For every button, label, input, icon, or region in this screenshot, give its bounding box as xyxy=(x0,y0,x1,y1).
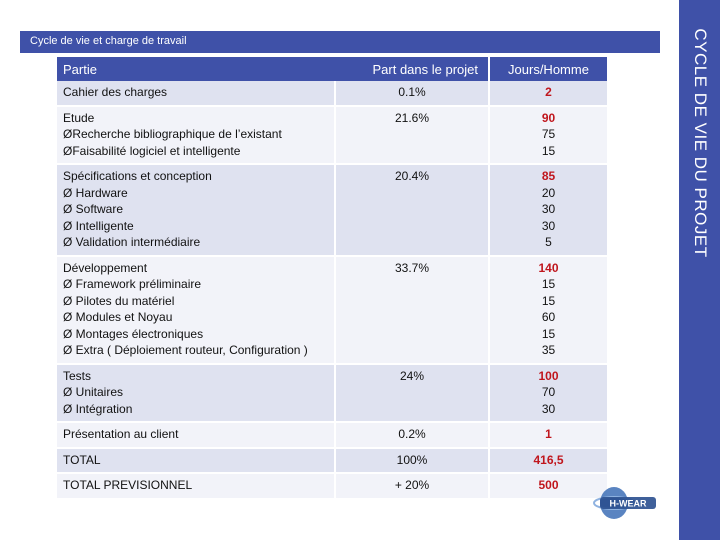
cell-part: 33.7% xyxy=(334,254,489,364)
row-title: Tests xyxy=(63,368,92,383)
cell-partie: Développement Ø Framework préliminaire Ø P… xyxy=(57,254,335,364)
jours-detail: 70 xyxy=(541,385,556,399)
jours-total: 500 xyxy=(538,478,559,492)
table-row: Développement Ø Framework préliminaire Ø P… xyxy=(57,254,607,364)
cell-partie: Présentation au client xyxy=(57,421,335,448)
jours-detail: 15 xyxy=(541,293,556,308)
cell-part: 100% xyxy=(334,446,489,473)
logo-text: H-WEAR xyxy=(610,499,647,509)
row-subitem: ØFaisabilité logiciel et intelligente xyxy=(63,143,241,158)
side-title: CYCLE DE VIE DU PROJET xyxy=(691,28,710,258)
row-subitem: ØRecherche bibliographique de l’existant xyxy=(63,127,282,141)
table-row: TOTAL 100% 416,5 xyxy=(57,446,607,473)
row-subitem: Ø Unitaires xyxy=(63,385,124,399)
jours-total: 85 xyxy=(541,169,556,183)
table-row: TOTAL PREVISIONNEL + 20% 500 xyxy=(57,472,607,498)
cell-part: 20.4% xyxy=(334,163,489,256)
jours-total: 1 xyxy=(545,427,552,441)
cell-jours: 500 xyxy=(488,472,607,498)
row-subitem: Ø Intégration xyxy=(63,401,133,416)
row-title: Etude xyxy=(63,110,95,125)
cell-partie: TOTAL PREVISIONNEL xyxy=(57,472,335,498)
logo-banner xyxy=(600,497,656,509)
table-body: Cahier des charges 0.1% 2 Etude ØRecherche b… xyxy=(57,81,607,498)
row-subitem: Ø Pilotes du matériel xyxy=(63,293,175,308)
row-subitem: Ø Framework préliminaire xyxy=(63,277,202,291)
jours-detail: 15 xyxy=(541,277,556,291)
workload-table: Partie Part dans le projet Jours/Homme C… xyxy=(57,57,607,498)
table-row: Spécifications et conception Ø Hardware Ø … xyxy=(57,163,607,256)
cell-jours: 90 75 15 xyxy=(488,104,607,164)
jours-total: 140 xyxy=(538,260,559,275)
row-subitem: Ø Extra ( Déploiement routeur, Configura… xyxy=(63,343,308,357)
jours-detail: 5 xyxy=(545,235,552,249)
cell-partie: Spécifications et conception Ø Hardware Ø … xyxy=(57,163,335,256)
table-row: Cahier des charges 0.1% 2 xyxy=(57,81,607,106)
row-title: Spécifications et conception xyxy=(63,169,212,183)
jours-detail: 75 xyxy=(541,127,556,141)
cell-jours: 1 xyxy=(488,421,607,448)
jours-detail: 30 xyxy=(541,401,556,416)
jours-detail: 30 xyxy=(541,218,556,233)
cell-jours: 416,5 xyxy=(488,446,607,473)
jours-detail: 30 xyxy=(541,202,556,216)
table-row: Etude ØRecherche bibliographique de l’exi… xyxy=(57,104,607,164)
column-header-part: Part dans le projet xyxy=(335,57,489,81)
jours-detail: 35 xyxy=(541,343,556,357)
row-subitem: Ø Software xyxy=(63,202,124,216)
jours-detail: 20 xyxy=(541,185,556,200)
row-title: Développement xyxy=(63,260,148,275)
jours-total: 2 xyxy=(545,85,552,99)
header-bar: Cycle de vie et charge de travail xyxy=(20,31,660,53)
h-wear-logo: H-WEAR xyxy=(593,487,656,519)
cell-partie: Etude ØRecherche bibliographique de l’exi… xyxy=(57,104,335,164)
cell-part: 0.1% xyxy=(334,81,489,106)
jours-detail: 15 xyxy=(541,143,556,158)
side-title-strip xyxy=(679,0,720,540)
row-subitem: Ø Montages électroniques xyxy=(63,326,204,341)
column-header-partie: Partie xyxy=(57,57,335,81)
cell-partie: Tests Ø Unitaires Ø Intégration xyxy=(57,362,335,422)
cell-part: 24% xyxy=(334,362,489,422)
jours-detail: 15 xyxy=(541,326,556,341)
row-title: Cahier des charges xyxy=(63,85,168,99)
jours-detail: 60 xyxy=(541,310,556,324)
cell-part: + 20% xyxy=(334,472,489,498)
row-title: Présentation au client xyxy=(63,427,179,441)
row-subitem: Ø Modules et Noyau xyxy=(63,310,173,324)
jours-total: 416,5 xyxy=(533,452,564,467)
cell-partie: TOTAL xyxy=(57,446,335,473)
column-header-jours: Jours/Homme xyxy=(488,57,607,81)
cell-jours: 2 xyxy=(488,81,607,106)
table-row: Présentation au client 0.2% 1 xyxy=(57,421,607,448)
table-row: Tests Ø Unitaires Ø Intégration 24% 100 70 30 xyxy=(57,362,607,422)
cell-jours: 100 70 30 xyxy=(488,362,607,422)
row-subitem: Ø Hardware xyxy=(63,185,128,200)
cell-part: 21.6% xyxy=(334,104,489,164)
row-title: TOTAL xyxy=(63,452,101,467)
jours-total: 100 xyxy=(538,368,559,383)
row-title: TOTAL PREVISIONNEL xyxy=(63,478,193,492)
cell-jours: 85 20 30 30 5 xyxy=(488,163,607,256)
cell-part: 0.2% xyxy=(334,421,489,448)
table-header-row: Partie Part dans le projet Jours/Homme xyxy=(57,57,607,81)
jours-total: 90 xyxy=(541,110,556,125)
header-title: Cycle de vie et charge de travail xyxy=(30,35,187,47)
row-subitem: Ø Validation intermédiaire xyxy=(63,235,201,249)
row-subitem: Ø Intelligente xyxy=(63,218,134,233)
cell-jours: 140 15 15 60 15 35 xyxy=(488,254,607,364)
cell-partie: Cahier des charges xyxy=(57,81,335,106)
